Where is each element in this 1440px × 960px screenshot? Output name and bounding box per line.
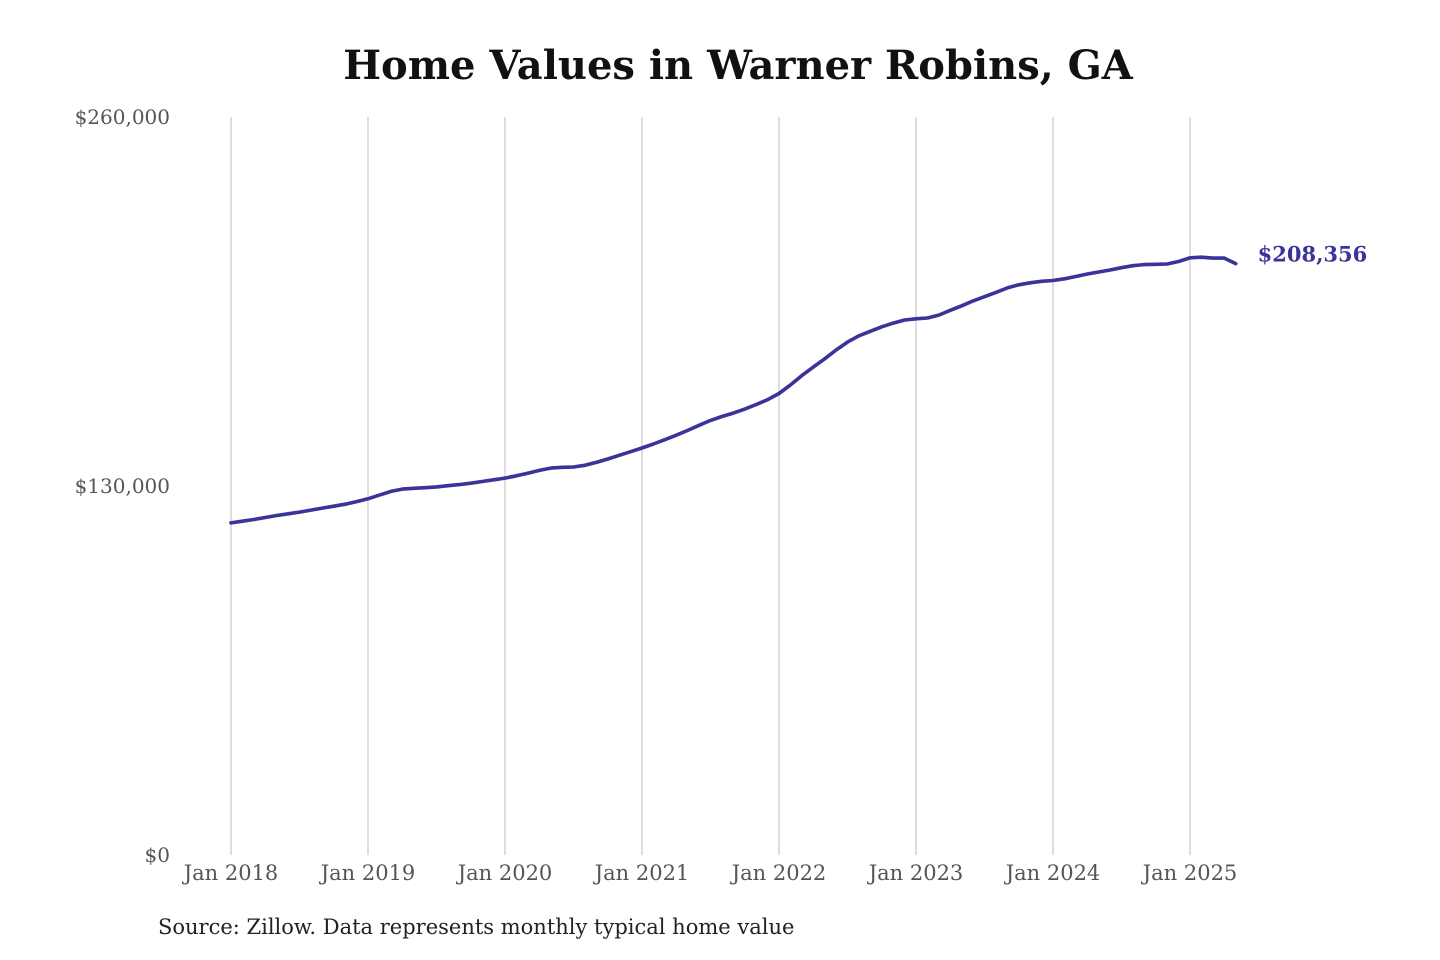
end-value-label: $208,356 — [1258, 242, 1368, 267]
x-tick-label: Jan 2018 — [182, 861, 279, 885]
x-tick-label: Jan 2024 — [1004, 861, 1101, 885]
series-line — [229, 255, 1238, 525]
y-axis-tick-labels: $0 $130,000 $260,000 — [75, 105, 170, 867]
source-note: Source: Zillow. Data represents monthly … — [158, 915, 795, 939]
x-axis-tick-labels: Jan 2018 Jan 2019 Jan 2020 Jan 2021 Jan 2022… — [182, 861, 1238, 885]
x-tick-label: Jan 2022 — [730, 861, 827, 885]
x-tick-label: Jan 2021 — [593, 861, 690, 885]
x-tick-label: Jan 2023 — [867, 861, 964, 885]
y-tick-label: $260,000 — [75, 105, 170, 129]
end-value-label-layer: $208,356 — [1258, 242, 1368, 267]
y-tick-label: $0 — [145, 843, 170, 867]
x-tick-label: Jan 2019 — [319, 861, 416, 885]
vertical-gridlines — [230, 117, 1191, 855]
series-layer — [229, 255, 1238, 525]
x-tick-label: Jan 2025 — [1141, 861, 1238, 885]
y-tick-label: $130,000 — [75, 474, 170, 498]
chart-title: Home Values in Warner Robins, GA — [343, 42, 1133, 89]
x-tick-label: Jan 2020 — [456, 861, 553, 885]
